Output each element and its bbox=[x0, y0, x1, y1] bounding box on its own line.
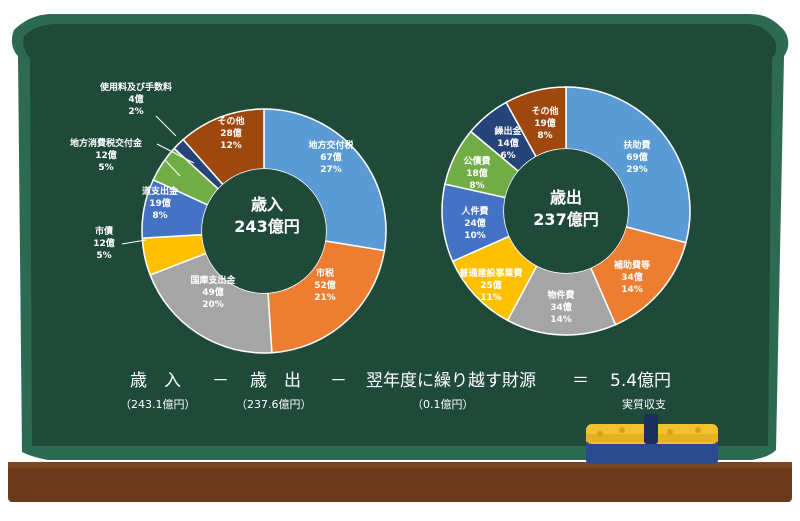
expenditure-amount: （237.6億円） bbox=[236, 398, 312, 411]
slice-amount: 34億 bbox=[550, 303, 572, 313]
slice-pct: 11% bbox=[480, 293, 502, 303]
slice-pct: 5% bbox=[98, 163, 114, 173]
leader-line bbox=[164, 159, 181, 177]
slice-name: 地方消費税交付金 bbox=[69, 139, 142, 149]
slice-pct: 5% bbox=[96, 251, 112, 261]
slice-amount: 25億 bbox=[480, 281, 502, 291]
equation-revenue: 歳 入 bbox=[130, 371, 181, 391]
slice-pct: 20% bbox=[202, 300, 224, 310]
slice-name: その他 bbox=[531, 107, 559, 117]
equation-minus: － bbox=[212, 371, 229, 391]
expenditure-center-total: 237億円 bbox=[533, 210, 599, 229]
expenditure-slice-label: 物件費 34億 14% bbox=[536, 290, 586, 326]
slice-pct: 27% bbox=[320, 165, 342, 175]
revenue-slice-label: 市税 52億 21% bbox=[300, 268, 350, 304]
equation-equals: ＝ bbox=[572, 371, 589, 391]
slice-pct: 8% bbox=[152, 211, 168, 221]
slice-pct: 14% bbox=[621, 285, 643, 295]
chalk-tray-edge bbox=[8, 462, 792, 468]
expenditure-center-title: 歳出 bbox=[549, 188, 582, 207]
expenditure-slice-label: 繰出金 14億 6% bbox=[486, 126, 530, 162]
revenue-center-label: 歳入 243億円 bbox=[222, 194, 312, 238]
slice-amount: 28億 bbox=[220, 129, 242, 139]
slice-amount: 67億 bbox=[320, 153, 342, 163]
slice-amount: 24億 bbox=[464, 219, 486, 229]
slice-name: 物件費 bbox=[547, 291, 575, 301]
slice-amount: 4億 bbox=[128, 95, 144, 105]
chalk-tray bbox=[8, 462, 792, 502]
label-leader-lines bbox=[121, 115, 195, 245]
leader-line bbox=[155, 115, 177, 137]
slice-name: 市税 bbox=[315, 269, 334, 279]
real-balance-label: 実質収支 bbox=[622, 398, 666, 411]
slice-pct: 10% bbox=[464, 231, 486, 241]
expenditure-slice-label: その他 19億 8% bbox=[522, 106, 568, 142]
expenditure-donut-chart bbox=[441, 86, 691, 336]
slice-name: 市債 bbox=[94, 227, 113, 237]
equation-minus: － bbox=[330, 371, 347, 391]
slice-amount: 19億 bbox=[534, 119, 556, 129]
slice-name: 扶助費 bbox=[623, 141, 651, 151]
slice-amount: 69億 bbox=[626, 153, 648, 163]
slice-pct: 14% bbox=[550, 315, 572, 325]
slice-name: 国庫支出金 bbox=[190, 276, 236, 286]
slice-name: その他 bbox=[217, 117, 245, 127]
slice-name: 繰出金 bbox=[494, 127, 522, 137]
revenue-slice-label: 地方消費税交付金 12億 5% bbox=[56, 138, 156, 174]
leader-line bbox=[121, 239, 147, 245]
slice-name: 道支出金 bbox=[141, 187, 178, 197]
revenue-donut-chart bbox=[141, 108, 387, 354]
expenditure-slice-label: 補助費等 34億 14% bbox=[602, 260, 662, 296]
slice-pct: 29% bbox=[626, 165, 648, 175]
expenditure-slice-label: 普通建設事業費 25億 11% bbox=[446, 268, 536, 304]
expenditure-slice-label: 人件費 24億 10% bbox=[450, 206, 500, 242]
equation-expenditure: 歳 出 bbox=[250, 371, 301, 391]
slice-pct: 2% bbox=[128, 107, 144, 117]
expenditure-slice-label: 扶助費 69億 29% bbox=[612, 140, 662, 176]
revenue-slice-label: 使用料及び手数料 4億 2% bbox=[86, 82, 186, 118]
slice-name: 補助費等 bbox=[613, 261, 650, 271]
expenditure-center-label: 歳出 237億円 bbox=[521, 187, 611, 231]
revenue-slice-label: 道支出金 19億 8% bbox=[130, 186, 190, 222]
slice-name: 人件費 bbox=[461, 207, 489, 217]
slice-amount: 12億 bbox=[95, 151, 117, 161]
balance-equation: 歳 入 － 歳 出 － 翌年度に繰り越す財源 ＝ 5.4億円 bbox=[120, 366, 700, 394]
slice-name: 地方交付税 bbox=[308, 141, 354, 151]
slice-amount: 49億 bbox=[202, 288, 224, 298]
revenue-slice-label: 国庫支出金 49億 20% bbox=[178, 275, 248, 311]
slice-amount: 12億 bbox=[93, 239, 115, 249]
donut-hole bbox=[202, 169, 326, 293]
carryover-amount: （0.1億円） bbox=[412, 398, 474, 411]
revenue-center-title: 歳入 bbox=[250, 195, 283, 214]
equation-result: 5.4億円 bbox=[610, 371, 672, 391]
slice-pct: 6% bbox=[500, 151, 516, 161]
expenditure-slice-label: 公債費 18億 8% bbox=[452, 156, 502, 192]
slice-pct: 12% bbox=[220, 141, 242, 151]
revenue-slice-label: その他 28億 12% bbox=[206, 116, 256, 152]
leader-line bbox=[156, 143, 195, 164]
eraser-icon bbox=[586, 414, 718, 464]
slice-pct: 21% bbox=[314, 293, 336, 303]
slice-amount: 52億 bbox=[314, 281, 336, 291]
slice-name: 普通建設事業費 bbox=[459, 269, 523, 279]
revenue-amount: （243.1億円） bbox=[120, 398, 196, 411]
revenue-slice-label: 地方交付税 67億 27% bbox=[296, 140, 366, 176]
slice-amount: 19億 bbox=[149, 199, 171, 209]
donut-hole bbox=[504, 149, 628, 273]
slice-name: 使用料及び手数料 bbox=[99, 83, 172, 93]
slice-pct: 8% bbox=[537, 131, 553, 141]
slice-name: 公債費 bbox=[463, 157, 491, 167]
revenue-center-total: 243億円 bbox=[234, 217, 300, 236]
slice-pct: 8% bbox=[469, 181, 485, 191]
slice-amount: 34億 bbox=[621, 273, 643, 283]
equation-carryover: 翌年度に繰り越す財源 bbox=[366, 371, 536, 391]
slice-amount: 14億 bbox=[497, 139, 519, 149]
slice-amount: 18億 bbox=[466, 169, 488, 179]
revenue-slice-label: 市債 12億 5% bbox=[84, 226, 124, 262]
